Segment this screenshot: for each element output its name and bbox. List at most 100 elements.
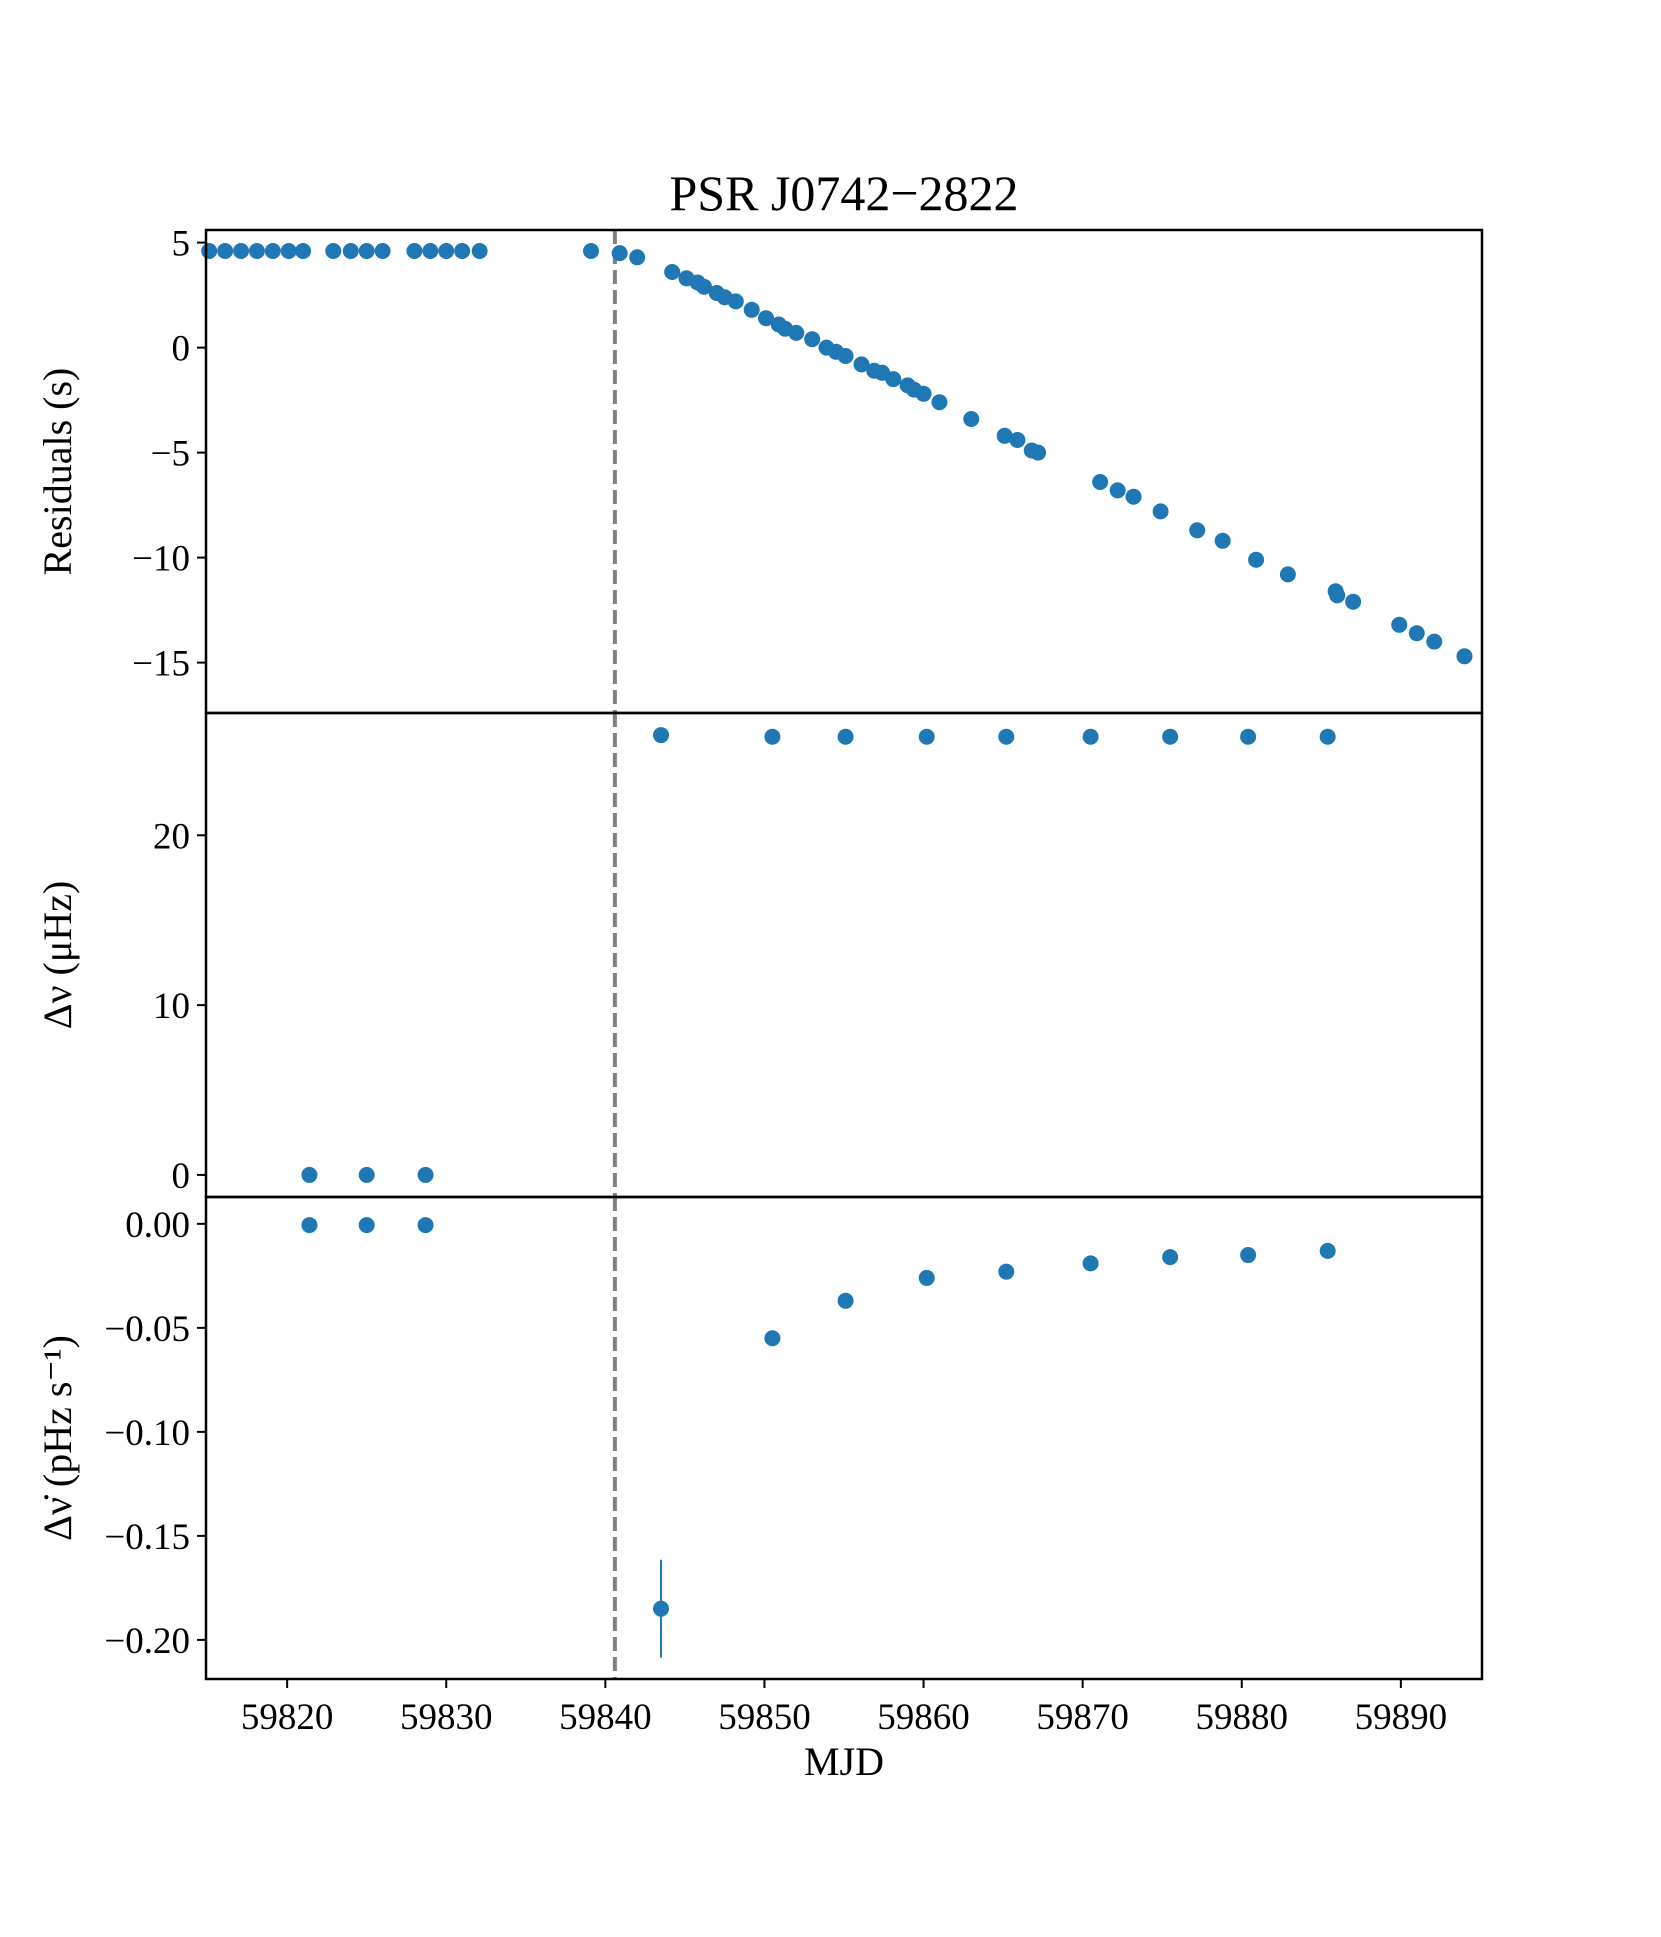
y-tick-label: −0.05 <box>104 1309 190 1350</box>
data-point <box>758 310 775 327</box>
y-tick-label: 10 <box>153 986 190 1027</box>
data-point <box>1426 633 1443 650</box>
y-axis-label: Δν̇ (pHz s⁻¹) <box>35 1335 80 1541</box>
data-point <box>918 728 935 745</box>
y-tick-label: −15 <box>132 644 190 685</box>
data-point <box>1319 1242 1336 1259</box>
data-point <box>837 728 854 745</box>
y-tick-label: −0.10 <box>104 1413 190 1454</box>
data-point <box>653 727 670 744</box>
x-tick-label: 59890 <box>1355 1697 1448 1738</box>
x-tick-label: 59840 <box>559 1697 652 1738</box>
data-point <box>1082 728 1099 745</box>
data-point <box>1109 482 1126 499</box>
data-point <box>1329 587 1346 604</box>
data-point <box>853 356 870 373</box>
data-point <box>295 243 312 259</box>
y-tick-label: −5 <box>151 434 190 475</box>
data-point <box>998 728 1015 745</box>
data-point <box>417 1166 434 1183</box>
data-point <box>248 243 265 259</box>
y-tick-label: 0 <box>172 329 191 370</box>
axes-frame <box>204 228 1484 715</box>
y-tick-label: −0.20 <box>104 1621 190 1662</box>
data-point <box>454 243 471 259</box>
data-point <box>837 348 854 364</box>
axes-frame <box>204 1195 1484 1681</box>
y-tick-label: −0.15 <box>104 1517 190 1558</box>
data-point <box>998 1263 1015 1280</box>
chart-title: PSR J0742−2822 <box>669 165 1018 221</box>
data-point <box>280 243 297 259</box>
data-point <box>1030 444 1047 461</box>
data-point <box>1391 616 1408 633</box>
y-tick-label: 0 <box>172 1156 191 1197</box>
data-point <box>653 1600 670 1617</box>
data-point <box>695 278 712 295</box>
data-point <box>1009 432 1026 448</box>
x-tick-label: 59850 <box>718 1697 811 1738</box>
data-point <box>1152 503 1169 520</box>
data-point <box>471 243 488 259</box>
data-point <box>1240 1247 1257 1264</box>
y-tick-label: 5 <box>172 224 191 265</box>
data-point <box>342 243 359 259</box>
data-point <box>358 243 375 259</box>
data-point <box>1162 1249 1179 1266</box>
data-point <box>1092 474 1109 490</box>
x-tick-label: 59860 <box>877 1697 970 1738</box>
y-axis-label: Δν (μHz) <box>35 881 80 1030</box>
data-point <box>217 243 234 259</box>
data-point <box>301 1217 318 1234</box>
data-point <box>264 243 281 259</box>
data-point <box>804 331 821 348</box>
data-point <box>963 411 980 427</box>
data-point <box>358 1217 375 1234</box>
data-point <box>1248 551 1265 568</box>
data-point <box>629 249 646 266</box>
data-point <box>931 394 948 411</box>
x-tick-label: 59870 <box>1036 1697 1129 1738</box>
y-axis-label: Residuals (s) <box>35 368 80 576</box>
data-point <box>417 1217 434 1234</box>
data-point <box>301 1166 318 1183</box>
data-point <box>233 243 250 259</box>
x-tick-label: 59830 <box>400 1697 493 1738</box>
y-tick-label: 0.00 <box>125 1205 190 1246</box>
data-point <box>1279 566 1296 583</box>
data-point <box>1345 593 1362 610</box>
y-tick-label: 20 <box>153 816 190 857</box>
x-tick-label: 59820 <box>241 1697 334 1738</box>
data-point <box>374 243 391 259</box>
data-point <box>1408 625 1425 642</box>
x-axis-label: MJD <box>804 1739 884 1784</box>
data-point <box>1240 728 1257 745</box>
data-point <box>406 243 423 259</box>
data-point <box>438 243 455 259</box>
data-point <box>764 1330 781 1347</box>
data-point <box>1189 522 1206 539</box>
data-point <box>1082 1255 1099 1272</box>
data-point <box>885 371 902 388</box>
data-point <box>1125 488 1142 505</box>
data-point <box>1319 728 1336 745</box>
data-point <box>583 243 600 259</box>
data-point <box>201 243 218 259</box>
data-point <box>422 243 439 259</box>
data-point <box>918 1269 935 1286</box>
axes-frame <box>204 711 1484 1199</box>
data-point <box>1162 728 1179 745</box>
data-point <box>788 324 805 341</box>
data-point <box>727 293 744 310</box>
data-point <box>611 245 628 262</box>
data-point <box>325 243 342 259</box>
data-point <box>915 385 932 402</box>
data-point <box>664 264 681 280</box>
data-point <box>358 1166 375 1183</box>
data-point <box>1456 648 1473 665</box>
x-tick-label: 59880 <box>1196 1697 1289 1738</box>
data-point <box>1214 532 1231 549</box>
y-tick-label: −10 <box>132 539 190 580</box>
data-point <box>743 301 760 318</box>
